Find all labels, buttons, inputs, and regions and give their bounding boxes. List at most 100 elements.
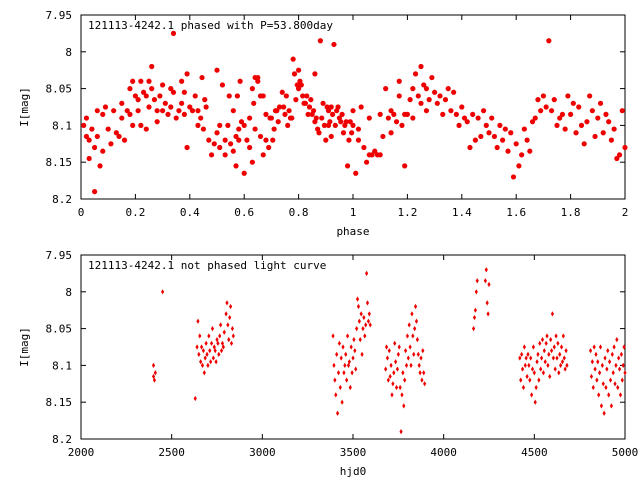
data-point — [209, 359, 213, 365]
data-point — [578, 122, 585, 128]
data-point — [385, 115, 391, 121]
data-point — [100, 111, 106, 117]
data-point — [413, 303, 418, 310]
data-point — [519, 377, 523, 383]
data-point — [339, 111, 345, 117]
data-point — [415, 337, 419, 343]
data-point — [502, 126, 508, 132]
data-point — [225, 122, 231, 128]
data-point — [422, 370, 426, 376]
data-point — [589, 108, 595, 114]
data-point — [516, 163, 522, 169]
plot-frame — [80, 14, 626, 200]
data-point — [338, 119, 344, 125]
data-point — [319, 115, 325, 121]
data-point — [553, 366, 557, 372]
data-point — [588, 348, 593, 354]
data-point — [478, 133, 484, 140]
data-point — [620, 377, 624, 383]
data-point — [467, 144, 473, 151]
data-point — [396, 93, 402, 99]
data-point — [208, 348, 212, 354]
data-point — [539, 366, 543, 372]
data-point — [602, 410, 606, 416]
data-point — [519, 152, 525, 158]
data-point — [138, 122, 144, 128]
data-point — [559, 362, 563, 368]
data-point — [217, 351, 221, 357]
data-point — [337, 340, 341, 346]
data-point — [551, 355, 555, 361]
data-point — [193, 395, 197, 402]
data-point — [538, 340, 542, 346]
data-point — [528, 377, 532, 383]
data-point — [236, 126, 242, 132]
x-tick-label: 2500 — [158, 446, 185, 459]
data-point — [559, 111, 566, 117]
data-point — [344, 351, 348, 357]
x-tick-label: 2000 — [68, 446, 95, 459]
data-point — [601, 381, 605, 387]
data-point — [534, 384, 538, 391]
x-axis-label: hjd0 — [340, 465, 367, 478]
data-point — [263, 111, 269, 117]
data-point — [368, 322, 372, 328]
data-point — [603, 355, 607, 361]
data-point — [350, 370, 354, 376]
data-point — [366, 318, 371, 324]
data-point — [396, 78, 402, 84]
data-point — [518, 355, 522, 361]
data-point — [358, 104, 364, 110]
data-point — [244, 137, 250, 143]
data-point — [179, 78, 185, 84]
data-point — [527, 362, 531, 368]
data-point — [236, 137, 242, 143]
data-point — [537, 377, 541, 383]
data-point — [600, 362, 604, 368]
data-point — [204, 340, 208, 346]
data-point — [357, 318, 361, 324]
data-point — [279, 89, 285, 95]
data-point — [102, 104, 109, 110]
data-point — [353, 348, 357, 354]
data-point — [406, 355, 410, 361]
y-tick-label: 8 — [65, 46, 72, 59]
data-points — [81, 30, 628, 195]
data-point — [532, 370, 536, 376]
x-tick-label: 0 — [78, 206, 85, 219]
data-point — [388, 130, 394, 136]
data-point — [614, 155, 620, 162]
data-point — [540, 93, 547, 99]
data-point — [595, 115, 601, 121]
data-point — [224, 311, 228, 317]
chart-title: 121113-4242.1 not phased light curve — [88, 259, 326, 272]
data-point — [214, 67, 220, 73]
data-point — [100, 148, 106, 154]
data-point — [437, 93, 443, 99]
data-point — [459, 104, 465, 110]
data-point — [404, 111, 410, 117]
data-point — [335, 410, 340, 416]
data-point — [543, 104, 549, 110]
data-point — [470, 111, 476, 117]
data-point — [480, 108, 487, 114]
data-point — [363, 333, 367, 339]
data-point — [412, 351, 416, 357]
data-point — [393, 119, 400, 125]
data-point — [513, 141, 519, 147]
data-point — [121, 137, 128, 143]
data-point — [550, 311, 555, 317]
data-point — [432, 89, 438, 95]
data-point — [222, 329, 226, 335]
data-point — [238, 119, 245, 125]
data-point — [421, 82, 427, 88]
data-point — [135, 108, 141, 114]
chart-title: 121113-4242.1 phased with P=53.800day — [88, 19, 333, 32]
data-point — [331, 333, 335, 339]
data-point — [92, 189, 98, 195]
data-point — [392, 370, 396, 376]
data-point — [581, 141, 587, 147]
data-point — [549, 337, 553, 343]
